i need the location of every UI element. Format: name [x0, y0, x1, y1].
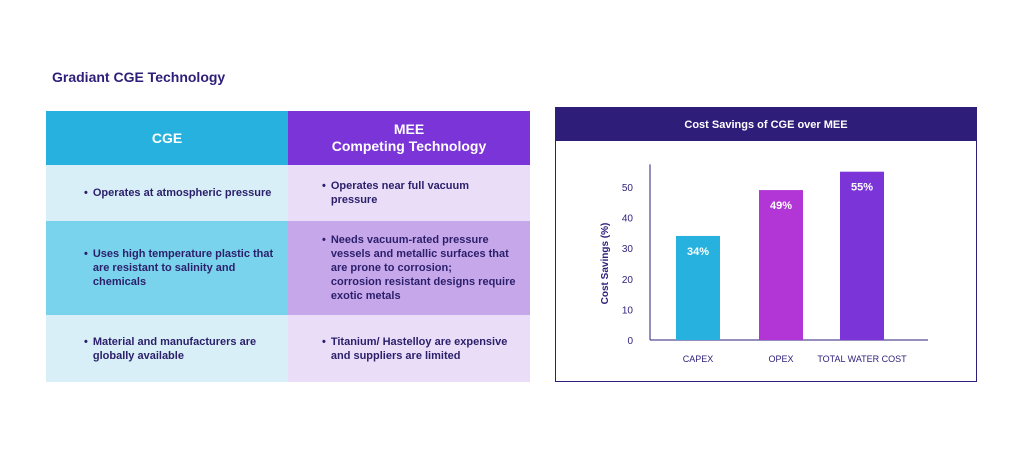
y-tick-label: 10 — [622, 305, 634, 316]
x-tick-label: OPEX — [768, 354, 793, 364]
y-axis-label: Cost Savings (%) — [600, 223, 611, 305]
chart-card: Cost Savings of CGE over MEE 0 10 20 30 40 50… — [555, 107, 977, 382]
mee-cell: • Operates near full vacuum pressure — [288, 165, 530, 221]
cell-line: Uses high temperature plastic that — [92, 248, 274, 260]
y-tick-label: 30 — [622, 244, 634, 255]
table-row: • Operates at atmospheric pressure • Ope… — [46, 165, 530, 221]
bullet: • — [84, 335, 88, 348]
bullet: • — [322, 335, 326, 348]
mee-cell: • Needs vacuum-rated pressure vessels an… — [288, 221, 530, 315]
bullet: • — [322, 234, 326, 246]
bullet: • — [84, 248, 88, 260]
cell-line: Material and manufacturers are — [92, 335, 257, 348]
cell-line: corrosion resistant designs require — [330, 276, 516, 288]
header-mee-label: MEE — [393, 121, 425, 137]
y-tick-label: 20 — [622, 275, 634, 286]
y-tick-label: 50 — [622, 183, 634, 194]
x-tick-label: CAPEX — [683, 354, 714, 364]
cell-line: Needs vacuum-rated pressure — [330, 234, 489, 246]
cell-line: are resistant to salinity and — [92, 262, 236, 274]
mee-cell: • Titanium/ Hastelloy are expensive and … — [288, 315, 530, 382]
comparison-table: CGE MEE Competing Technology • Operates … — [46, 111, 530, 382]
header-mee: MEE Competing Technology — [288, 111, 530, 165]
header-cge: CGE — [46, 111, 288, 165]
data-label: 34% — [687, 246, 709, 258]
cell-line: exotic metals — [330, 290, 401, 302]
cge-cell: • Material and manufacturers are globall… — [46, 315, 288, 382]
cell-line: Titanium/ Hastelloy are expensive — [330, 335, 508, 348]
cell-line: chemicals — [92, 276, 147, 288]
data-label: 49% — [770, 200, 792, 212]
table-row: • Material and manufacturers are globall… — [46, 315, 530, 382]
y-tick-label: 0 — [627, 336, 633, 347]
cell-line: are prone to corrosion; — [330, 262, 452, 274]
chart-title: Cost Savings of CGE over MEE — [556, 108, 976, 141]
cell-line: globally available — [92, 349, 184, 362]
header-cge-label: CGE — [151, 129, 183, 146]
table-row: • Uses high temperature plastic that are… — [46, 221, 530, 315]
bar-chart: 0 10 20 30 40 50 Cost Savings (%) 34% CAPEX 49% OP… — [600, 164, 928, 364]
x-tick-label: TOTAL WATER COST — [817, 354, 907, 364]
cell-line: vessels and metallic surfaces that — [330, 248, 509, 260]
cge-cell: • Uses high temperature plastic that are… — [46, 221, 288, 315]
cge-cell: • Operates at atmospheric pressure — [46, 165, 288, 221]
cell-line: and suppliers are limited — [330, 349, 461, 362]
bar-opex — [759, 190, 803, 340]
cell-line: Operates near full vacuum pressure — [330, 180, 470, 206]
bullet: • — [322, 180, 326, 192]
cell-line: Operates at atmospheric pressure — [92, 187, 272, 199]
data-label: 55% — [851, 182, 873, 194]
bar-total-water-cost — [840, 171, 884, 340]
table-header-row: CGE MEE Competing Technology — [46, 111, 530, 165]
bullet: • — [84, 187, 88, 199]
y-tick-label: 40 — [622, 214, 634, 225]
header-mee-sublabel: Competing Technology — [331, 138, 487, 154]
bar-capex — [676, 235, 720, 340]
page-title: Gradiant CGE Technology — [52, 69, 226, 85]
